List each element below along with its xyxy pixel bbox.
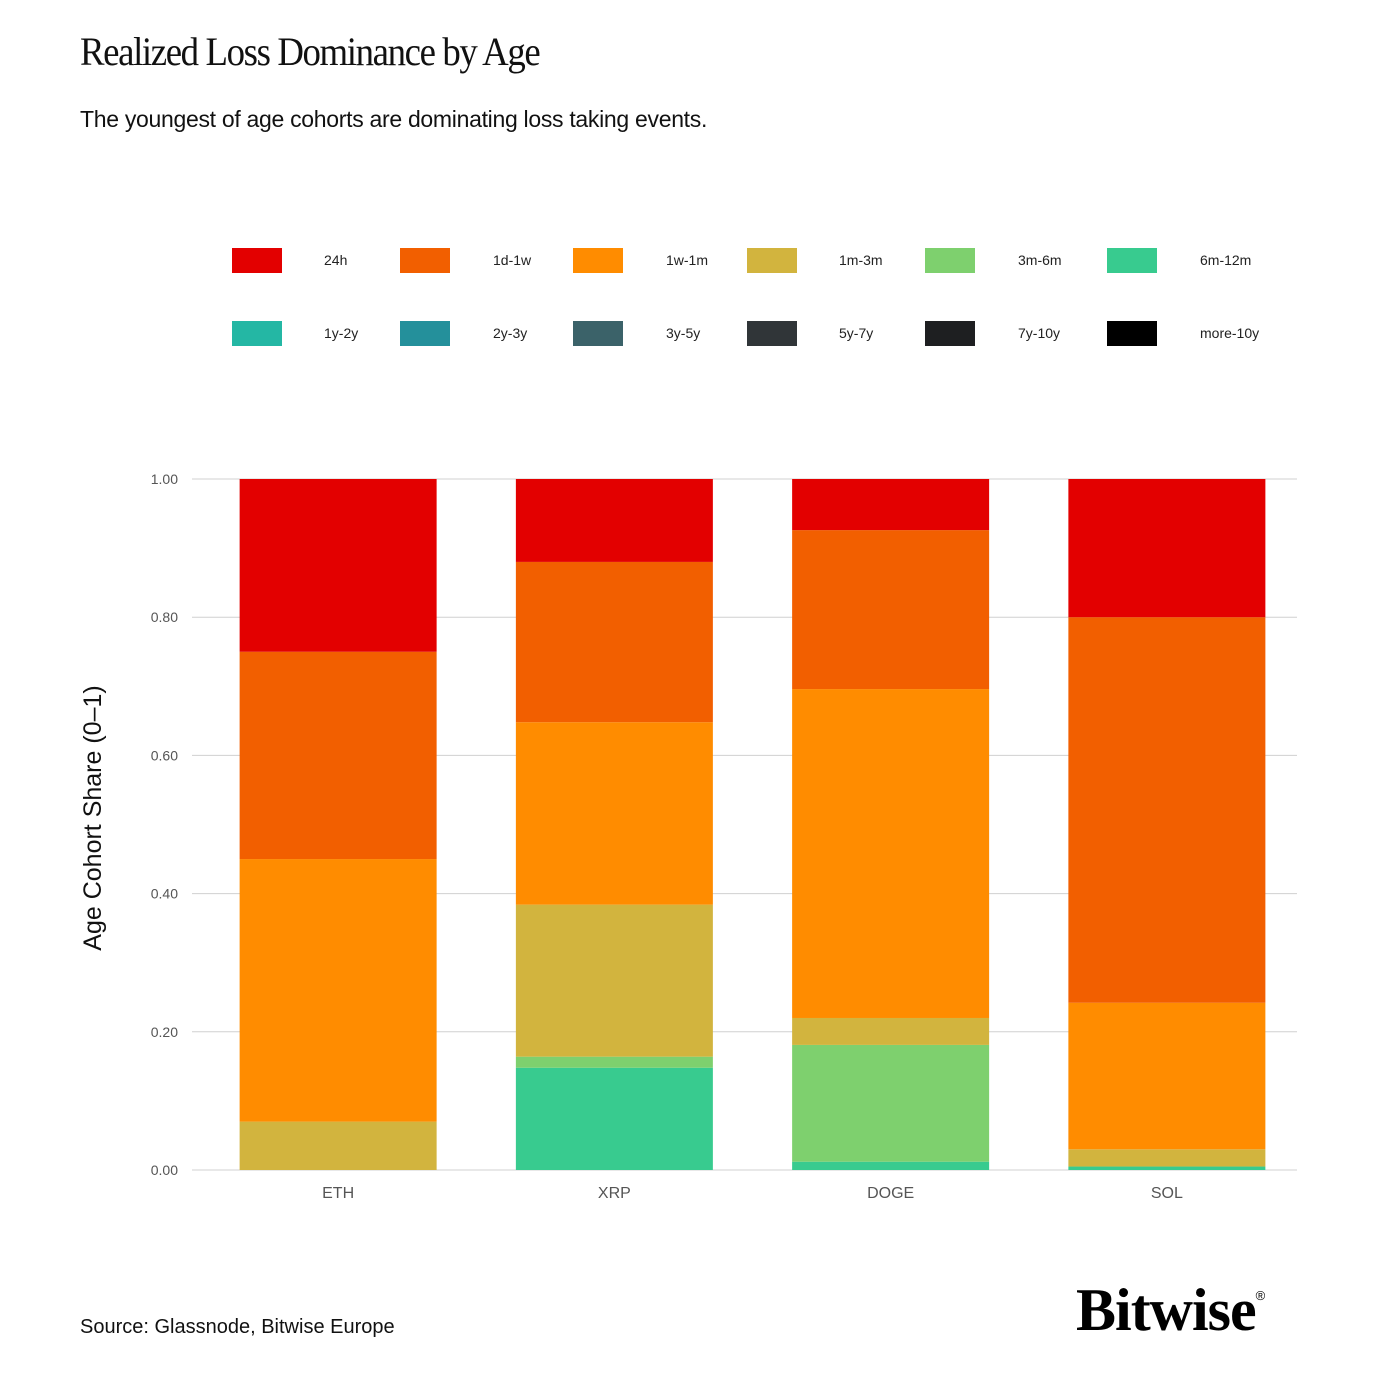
y-tick-label: 0.40 — [151, 886, 178, 902]
logo-text: Bitwise — [1076, 1277, 1257, 1343]
chart-title: Realized Loss Dominance by Age — [80, 29, 541, 74]
bar-segment-XRP-1m-3m — [515, 904, 713, 1057]
y-tick-label: 0.60 — [151, 747, 178, 763]
bar-segment-ETH-24h — [239, 479, 437, 652]
y-tick-label: 0.00 — [151, 1162, 178, 1178]
x-tick-label: SOL — [1151, 1185, 1183, 1202]
bar-segment-XRP-6m-12m — [515, 1067, 713, 1170]
x-tick-label: ETH — [322, 1185, 354, 1202]
bars — [239, 479, 1266, 1170]
bar-segment-DOGE-1w-1m — [792, 689, 990, 1018]
chart-subtitle: The youngest of age cohorts are dominati… — [80, 106, 708, 132]
bar-stack-DOGE — [792, 479, 990, 1170]
registered-mark: ® — [1255, 1288, 1266, 1303]
bar-segment-SOL-1d-1w — [1068, 617, 1266, 1003]
y-tick-labels: 0.00 0.20 0.40 0.60 0.80 1.00 — [151, 471, 178, 1178]
bar-segment-SOL-24h — [1068, 479, 1266, 618]
bar-segment-SOL-6m-12m — [1068, 1166, 1266, 1170]
bar-segment-DOGE-6m-12m — [792, 1161, 990, 1170]
bar-segment-DOGE-3m-6m — [792, 1044, 990, 1162]
bar-segment-ETH-1w-1m — [239, 859, 437, 1122]
bar-segment-XRP-1w-1m — [515, 722, 713, 905]
x-tick-label: DOGE — [867, 1185, 914, 1202]
bitwise-logo: Bitwise® — [1076, 1276, 1266, 1345]
bar-segment-SOL-1m-3m — [1068, 1149, 1266, 1167]
bar-segment-DOGE-1m-3m — [792, 1017, 990, 1045]
bar-segment-DOGE-1d-1w — [792, 530, 990, 690]
bar-segment-SOL-1w-1m — [1068, 1002, 1266, 1150]
y-tick-label: 0.20 — [151, 1024, 178, 1040]
bar-segment-ETH-1m-3m — [239, 1121, 437, 1170]
bar-segment-XRP-3m-6m — [515, 1056, 713, 1068]
x-tick-labels: ETH XRP DOGE SOL — [322, 1185, 1183, 1202]
bar-stack-SOL — [1068, 479, 1266, 1170]
y-tick-label: 0.80 — [151, 609, 178, 625]
y-axis-label: Age Cohort Share (0–1) — [79, 685, 107, 950]
bar-segment-DOGE-24h — [792, 479, 990, 531]
bar-stack-ETH — [239, 479, 437, 1170]
bar-segment-ETH-1d-1w — [239, 651, 437, 860]
source-note: Source: Glassnode, Bitwise Europe — [80, 1316, 395, 1338]
bar-segment-XRP-1d-1w — [515, 561, 713, 723]
y-tick-label: 1.00 — [151, 471, 178, 487]
x-tick-label: XRP — [598, 1185, 631, 1202]
bar-stack-XRP — [515, 479, 713, 1170]
bar-segment-XRP-24h — [515, 479, 713, 562]
